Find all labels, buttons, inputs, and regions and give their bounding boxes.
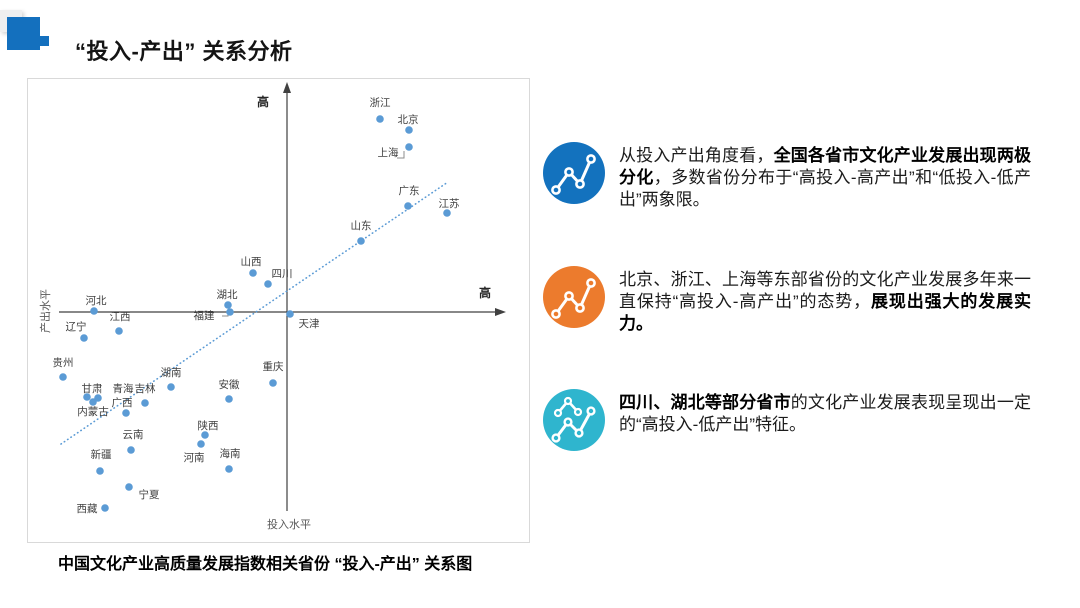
data-point xyxy=(405,126,413,134)
data-point xyxy=(405,143,413,151)
data-point xyxy=(357,237,365,245)
point-label: 内蒙古 xyxy=(77,405,109,418)
data-point xyxy=(115,327,123,335)
data-points-layer xyxy=(59,115,451,512)
y-axis-title: 产出水平 xyxy=(38,289,52,333)
insight-text: 从投入产出角度看，全国各省市文化产业发展出现两极分化，多数省份分布于“高投入-高… xyxy=(619,142,1031,211)
title-decor-small-blue-square xyxy=(39,36,49,46)
x-axis-arrow-icon xyxy=(495,308,506,316)
label-leader-line xyxy=(397,151,405,159)
insight-text-segment: 四川、湖北等部分省市 xyxy=(619,393,791,412)
point-label: 广东 xyxy=(399,184,420,197)
line-chart-icon xyxy=(543,142,605,204)
insight-text-segment: 从投入产出角度看， xyxy=(619,146,774,165)
data-point xyxy=(122,409,130,417)
point-label: 西藏 xyxy=(77,503,98,515)
point-label: 安徽 xyxy=(219,378,240,391)
data-point xyxy=(443,209,451,217)
data-point xyxy=(90,307,98,315)
x-axis-high-label: 高 xyxy=(479,285,491,300)
point-label: 贵州 xyxy=(53,356,74,369)
insight-row-polarization: 从投入产出角度看，全国各省市文化产业发展出现两极分化，多数省份分布于“高投入-高… xyxy=(543,142,1053,211)
point-label: 北京 xyxy=(398,113,419,126)
data-point xyxy=(201,431,209,439)
data-point xyxy=(101,504,109,512)
data-point xyxy=(127,446,135,454)
data-point xyxy=(141,399,149,407)
point-label: 海南 xyxy=(220,447,241,460)
data-point xyxy=(226,308,234,316)
point-label: 河北 xyxy=(86,295,107,307)
leader-lines-layer xyxy=(222,151,405,317)
point-label: 甘肃 xyxy=(82,382,103,395)
point-label: 湖南 xyxy=(161,366,182,379)
chart-caption: 中国文化产业高质量发展指数相关省份 “投入-产出” 关系图 xyxy=(58,556,473,573)
insight-row-east-provinces: 北京、浙江、上海等东部省份的文化产业发展多年来一直保持“高投入-高产出”的态势，… xyxy=(543,266,1053,335)
title-decor-blue-square xyxy=(7,17,40,50)
data-point xyxy=(197,440,205,448)
point-label: 山西 xyxy=(241,256,262,268)
point-label: 重庆 xyxy=(263,360,284,373)
line-chart-icon xyxy=(543,266,605,328)
data-point xyxy=(269,379,277,387)
insight-text: 四川、湖北等部分省市的文化产业发展表现呈现出一定的“高投入-低产出”特征。 xyxy=(619,389,1031,436)
point-label: 山东 xyxy=(351,219,372,232)
insight-text-segment: ，多数省份分布于“高投入-高产出”和“低投入-低产出”两象限。 xyxy=(619,168,1031,209)
data-point xyxy=(224,301,232,309)
data-point xyxy=(96,467,104,475)
point-label: 福建 xyxy=(194,309,215,322)
data-point xyxy=(125,483,133,491)
point-label: 江苏 xyxy=(439,197,460,210)
scatter-chart-panel: 高 高 投入水平 产出水平 浙江 北京上海广东江苏山东山西 四川湖北 福建天津 河北 江西… xyxy=(27,78,530,543)
data-point xyxy=(225,465,233,473)
insight-text-segment: 展现出强大的发展实力。 xyxy=(619,292,1032,333)
point-label: 河南 xyxy=(184,451,205,464)
insight-text-segment: 的文化产业发展表现呈现出一定的“高投入-低产出”特征。 xyxy=(619,393,1032,434)
data-point xyxy=(80,334,88,342)
point-label: 青海 xyxy=(113,382,134,395)
data-point xyxy=(376,115,384,123)
y-axis-arrow-icon xyxy=(283,82,291,93)
insight-row-sichuan-hubei: 四川、湖北等部分省市的文化产业发展表现呈现出一定的“高投入-低产出”特征。 xyxy=(543,389,1053,451)
point-label: 云南 xyxy=(123,428,144,441)
data-point xyxy=(264,280,272,288)
data-point xyxy=(167,383,175,391)
point-label: 上海 xyxy=(378,146,399,159)
point-label: 宁夏 xyxy=(139,488,160,501)
point-label: 广西 xyxy=(112,397,133,409)
y-axis-high-label: 高 xyxy=(257,94,269,109)
point-label: 四川 xyxy=(272,268,293,280)
data-point xyxy=(225,395,233,403)
data-point xyxy=(59,373,67,381)
point-label: 浙江 xyxy=(370,97,391,109)
data-point xyxy=(83,393,91,401)
point-label: 辽宁 xyxy=(66,320,87,333)
network-chart-icon xyxy=(543,389,605,451)
data-point xyxy=(286,310,294,318)
insight-text: 北京、浙江、上海等东部省份的文化产业发展多年来一直保持“高投入-高产出”的态势，… xyxy=(619,266,1031,335)
data-point xyxy=(89,398,97,406)
point-label: 吉林 xyxy=(135,382,156,395)
point-label: 湖北 xyxy=(217,289,238,301)
point-label: 新疆 xyxy=(91,448,112,461)
data-point xyxy=(404,202,412,210)
insight-text-segment: 全国各省市文化产业发展出现两极分化 xyxy=(619,146,1032,187)
point-label: 江西 xyxy=(110,311,131,323)
point-label: 陕西 xyxy=(198,419,219,432)
point-label: 天津 xyxy=(299,318,320,330)
page-title: “投入-产出” 关系分析 xyxy=(75,38,293,64)
x-axis-title: 投入水平 xyxy=(267,517,311,531)
data-point xyxy=(249,269,257,277)
insight-text-segment: 北京、浙江、上海等东部省份的文化产业发展多年来一直保持“高投入-高产出”的态势， xyxy=(619,270,1031,311)
